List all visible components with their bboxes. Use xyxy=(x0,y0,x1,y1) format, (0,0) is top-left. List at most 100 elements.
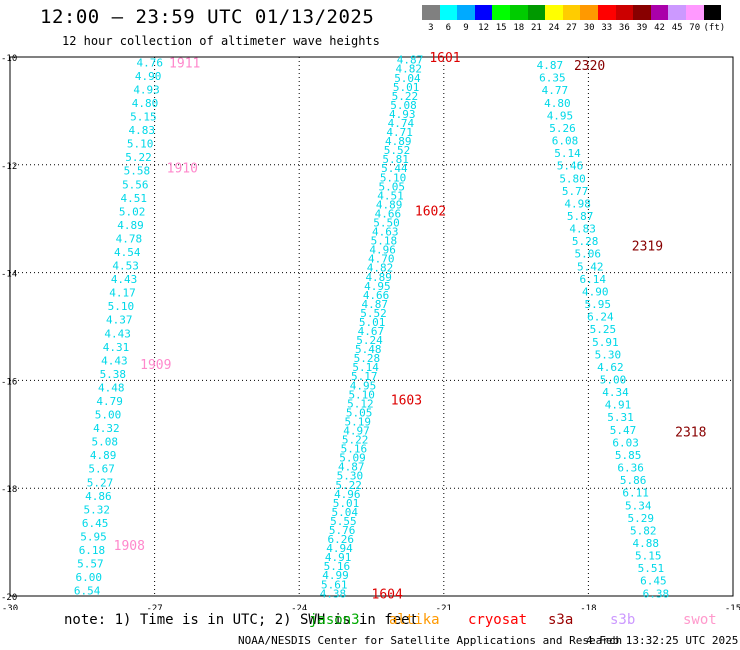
legend-swatch xyxy=(422,5,440,20)
legend-label: 70 xyxy=(689,23,701,33)
wave-height-value: 6.26 xyxy=(328,533,355,546)
wave-height-value: 5.12 xyxy=(347,397,374,410)
wave-height-value: 5.08 xyxy=(92,436,119,449)
legend-label: 39 xyxy=(636,23,648,33)
wave-height-value: 5.82 xyxy=(630,524,657,537)
wave-height-value: 4.31 xyxy=(103,341,130,354)
wave-height-value: 4.82 xyxy=(367,262,394,275)
wave-height-value: 4.83 xyxy=(569,223,596,236)
wave-height-value: 5.01 xyxy=(359,316,386,329)
wave-height-value: 5.06 xyxy=(574,248,601,261)
wave-height-value: 4.38 xyxy=(320,587,347,600)
wave-height-value: 4.34 xyxy=(602,386,629,399)
legend-swatch xyxy=(457,5,475,20)
wave-height-value: 4.89 xyxy=(365,271,392,284)
legend-swatch xyxy=(545,5,563,20)
wave-height-value: 6.45 xyxy=(82,517,109,530)
wave-height-value: 5.76 xyxy=(329,524,356,537)
wave-height-value: 5.87 xyxy=(567,210,594,223)
wave-height-value: 5.18 xyxy=(371,235,398,248)
wave-height-value: 4.48 xyxy=(98,381,125,394)
wave-height-value: 6.08 xyxy=(552,135,579,148)
legend-sat-swot: swot xyxy=(683,612,717,628)
wave-height-value: 4.71 xyxy=(386,126,413,139)
wave-height-value: 5.80 xyxy=(559,172,586,185)
wave-height-value: 5.01 xyxy=(393,81,420,94)
wave-height-value: 5.44 xyxy=(381,162,408,175)
wave-height-value: 4.79 xyxy=(96,395,123,408)
wave-height-value: 5.29 xyxy=(627,512,654,525)
wave-height-value: 4.37 xyxy=(106,314,133,327)
legend-sat-jason3: jason3 xyxy=(309,612,360,628)
footer-timestamp: 4 Feb 13:32:25 UTC 2025 xyxy=(586,634,739,647)
legend-swatch xyxy=(615,5,634,20)
legend-label: 30 xyxy=(583,23,595,33)
color-legend: 3 6 9 12 15 18 21 24 27 30 33 36 39 42 45 70 (ft) xyxy=(422,5,725,33)
wave-height-value: 4.83 xyxy=(128,124,155,137)
legend-swatches xyxy=(422,5,722,20)
pass-time-label: 1601 xyxy=(429,51,460,66)
legend-swatch xyxy=(597,5,616,20)
pass-time-label: 1603 xyxy=(391,393,422,408)
pass-time-label: 2318 xyxy=(675,426,706,441)
wave-height-value: 5.05 xyxy=(346,406,373,419)
wave-height-value: 5.58 xyxy=(124,165,151,178)
wave-height-value: 6.24 xyxy=(587,311,614,324)
wave-height-value: 4.80 xyxy=(132,97,159,110)
wave-height-value: 4.89 xyxy=(385,135,412,148)
wave-height-value: 5.00 xyxy=(600,374,627,387)
wave-height-value: 5.22 xyxy=(392,90,419,103)
wave-height-value: 5.25 xyxy=(590,323,617,336)
wave-height-value: 4.43 xyxy=(111,273,138,286)
wave-height-value: 5.02 xyxy=(119,205,146,218)
pass-time-label: 1910 xyxy=(167,161,198,176)
legend-sat-s3a: s3a xyxy=(548,612,574,628)
legend-swatch xyxy=(562,5,581,20)
wave-height-value: 4.90 xyxy=(135,70,162,83)
legend-swatch xyxy=(439,5,458,20)
lat-tick-label: -12 xyxy=(1,162,17,172)
legend-labels: 3 6 9 12 15 18 21 24 27 30 33 36 39 42 45 70 (ft) xyxy=(422,23,725,33)
lat-tick-label: -10 xyxy=(1,54,17,64)
wave-height-value: 4.97 xyxy=(343,425,370,438)
lat-tick-label: -18 xyxy=(1,485,17,495)
legend-swatch xyxy=(650,5,669,20)
page-title: 12:00 — 23:59 UTC 01/13/2025 xyxy=(40,6,375,28)
legend-label: 21 xyxy=(530,23,542,33)
legend-label: 9 xyxy=(463,23,469,33)
wave-height-value: 5.04 xyxy=(394,72,421,85)
legend-label: 3 xyxy=(428,23,434,33)
wave-height-value: 5.48 xyxy=(355,343,382,356)
legend-sat-cryosat: cryosat xyxy=(468,612,528,628)
wave-height-value: 4.96 xyxy=(369,244,396,257)
wave-height-value: 5.15 xyxy=(635,550,662,563)
wave-height-value: 5.51 xyxy=(638,562,665,575)
legend-label: 15 xyxy=(495,23,507,33)
wave-height-value: 5.09 xyxy=(339,452,366,465)
lat-tick-label: -14 xyxy=(1,270,17,280)
wave-height-value: 5.34 xyxy=(625,499,652,512)
wave-height-value: 4.80 xyxy=(544,97,571,110)
wave-height-value: 5.42 xyxy=(577,260,604,273)
wave-height-value: 4.95 xyxy=(350,379,377,392)
wave-height-value: 4.91 xyxy=(605,399,632,412)
wave-height-value: 5.22 xyxy=(342,434,369,447)
legend-swatch xyxy=(580,5,598,20)
wave-height-value: 5.01 xyxy=(333,497,360,510)
legend-swatch xyxy=(685,5,704,20)
pass-time-label: 2319 xyxy=(632,240,663,255)
wave-height-value: 5.55 xyxy=(330,515,357,528)
wave-height-value: 4.17 xyxy=(109,287,136,300)
lon-tick-label: -15 xyxy=(725,604,740,610)
wave-height-value: 6.35 xyxy=(539,72,566,85)
wave-height-value: 4.93 xyxy=(133,83,160,96)
legend-swatch xyxy=(474,5,493,20)
legend-sat-altika: altika xyxy=(389,612,440,628)
wave-height-value: 5.61 xyxy=(321,578,348,591)
wave-height-value: 4.77 xyxy=(542,84,569,97)
legend-label: 45 xyxy=(671,23,683,33)
wave-height-value: 6.11 xyxy=(622,487,649,500)
wave-height-value: 4.43 xyxy=(101,354,128,367)
wave-height-value: 6.38 xyxy=(643,587,670,600)
wave-height-value: 5.81 xyxy=(382,153,409,166)
